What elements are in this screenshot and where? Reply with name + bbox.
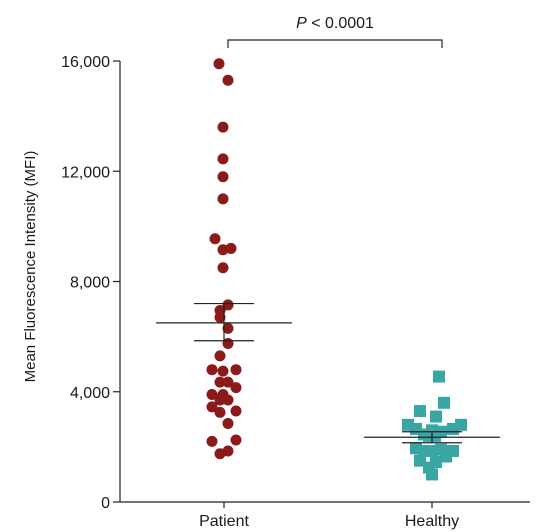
patient-point bbox=[213, 58, 225, 70]
patient-point bbox=[206, 364, 218, 376]
patient-point bbox=[230, 434, 242, 446]
patient-point bbox=[217, 171, 229, 183]
p-symbol: P bbox=[296, 15, 307, 32]
healthy-point bbox=[440, 450, 452, 463]
mean-sem-bars bbox=[156, 302, 500, 444]
patient-point bbox=[217, 193, 229, 205]
data-points bbox=[206, 58, 467, 481]
axes: 0 4,000 8,000 12,000 16,000 Patient Healthy Mea… bbox=[22, 54, 530, 530]
patient-point bbox=[209, 233, 221, 245]
patient-point bbox=[222, 394, 234, 406]
healthy-point bbox=[426, 468, 438, 481]
y-tick-label: 0 bbox=[101, 495, 110, 512]
healthy-point bbox=[430, 410, 442, 423]
patient-point bbox=[217, 121, 229, 133]
patient-point bbox=[222, 417, 234, 429]
patient-point bbox=[225, 242, 237, 254]
patient-point bbox=[214, 350, 226, 362]
x-tick-label: Healthy bbox=[405, 513, 459, 530]
y-tick-label: 16,000 bbox=[61, 54, 110, 71]
healthy-point bbox=[414, 405, 426, 418]
patient-point bbox=[206, 389, 218, 401]
patient-point bbox=[217, 153, 229, 165]
patient-point bbox=[222, 299, 234, 311]
patient-point bbox=[222, 322, 234, 334]
y-tick-label: 8,000 bbox=[70, 275, 110, 292]
healthy-point bbox=[433, 370, 445, 383]
patient-point bbox=[222, 445, 234, 457]
healthy-point bbox=[455, 418, 467, 431]
patient-point bbox=[214, 394, 226, 406]
significance-bracket bbox=[227, 39, 443, 48]
patient-point bbox=[206, 401, 218, 413]
y-tick-label: 12,000 bbox=[61, 164, 110, 181]
patient-point bbox=[214, 406, 226, 418]
patient-point bbox=[217, 262, 229, 274]
patient-point bbox=[222, 376, 234, 388]
y-axis-label: Mean Fluorescence Intensity (MFI) bbox=[22, 151, 39, 383]
x-tick-label: Patient bbox=[199, 513, 249, 530]
patient-point bbox=[230, 405, 242, 417]
patient-point bbox=[230, 382, 242, 394]
p-threshold: < 0.0001 bbox=[307, 15, 374, 32]
y-tick-label: 4,000 bbox=[70, 385, 110, 402]
p-value-label: P < 0.0001 bbox=[296, 15, 374, 32]
patient-point bbox=[206, 435, 218, 447]
patient-point bbox=[222, 74, 234, 86]
patient-point bbox=[214, 311, 226, 323]
patient-point bbox=[214, 376, 226, 388]
significance-annotation: P < 0.0001 bbox=[227, 15, 443, 48]
healthy-point bbox=[438, 396, 450, 409]
patient-point bbox=[230, 364, 242, 376]
patient-point bbox=[217, 365, 229, 377]
